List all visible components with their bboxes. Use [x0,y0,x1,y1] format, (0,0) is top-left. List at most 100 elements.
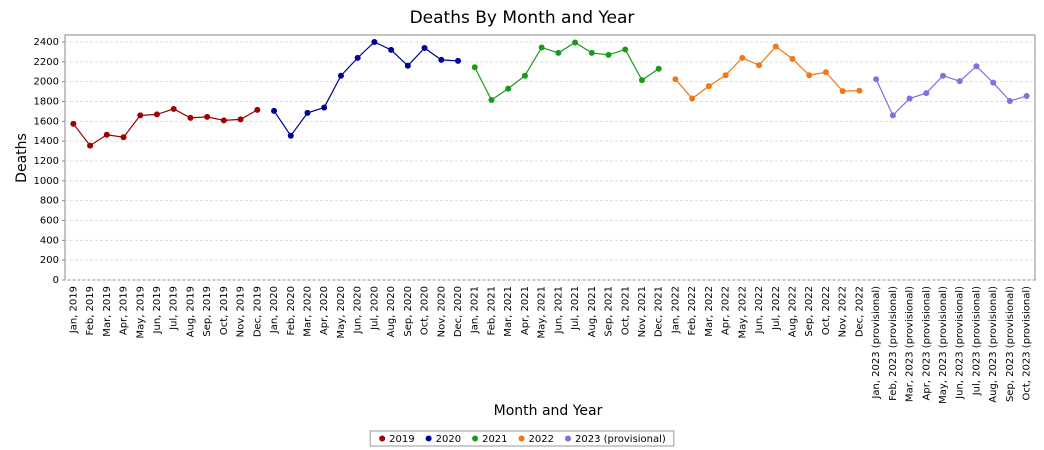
legend: 2019 2020 2021 2022 2023 (provisional) [369,430,675,447]
x-tick-label: Apr, 2020 [319,286,330,335]
data-point [572,39,579,46]
x-tick-label: Sep, 2020 [403,286,414,337]
x-tick-label: May, 2021 [537,286,548,338]
series-line [474,41,660,101]
x-tick-label: May, 2023 (provisional) [938,286,949,404]
x-tick-label: Feb, 2020 [286,286,297,336]
data-point [254,106,261,113]
data-point [789,55,796,62]
x-tick-label: Jun, 2022 [754,286,765,334]
x-tick-label: Oct, 2023 (provisional) [1022,286,1033,401]
chart-title: Deaths By Month and Year [410,8,635,28]
data-point [103,131,110,138]
data-point [605,51,612,58]
x-tick-label: Apr, 2019 [119,286,130,335]
data-point [906,95,913,102]
data-point [521,72,528,79]
data-point [337,72,344,79]
y-tick-label: 800 [40,196,59,207]
x-tick-label: Apr, 2022 [721,286,732,335]
data-point [588,49,595,56]
x-tick-label: Dec, 2020 [453,286,464,337]
data-point [304,109,311,116]
x-tick-label: Jun, 2021 [553,286,564,334]
x-tick-label: Nov, 2022 [838,286,849,337]
y-tick-label: 600 [40,216,59,227]
data-point [806,72,813,79]
data-point [956,78,963,85]
x-tick-label: Jun, 2023 (provisional) [955,286,966,400]
legend-label: 2022 [529,434,554,445]
x-tick-label: Jun, 2019 [152,286,163,334]
data-point [973,63,980,70]
plot-area [64,34,1036,281]
data-point [538,44,545,51]
x-tick-label: Apr, 2023 (provisional) [921,286,932,401]
data-point [655,65,662,72]
data-point [1023,93,1030,100]
data-point [505,85,512,92]
x-tick-label: Sep, 2019 [202,286,213,337]
x-tick-label: Aug, 2019 [185,286,196,337]
x-tick-label: Dec, 2022 [854,286,865,337]
x-tick-label: Jan, 2022 [670,286,681,334]
x-tick-label: Mar, 2023 (provisional) [905,286,916,402]
data-point [421,44,428,51]
x-tick-label: Oct, 2022 [821,286,832,335]
x-tick-label: Jul, 2022 [771,286,782,331]
legend-label: 2023 (provisional) [575,434,666,445]
x-tick-label: Feb, 2019 [85,286,96,336]
x-tick-label: Feb, 2021 [486,286,497,336]
data-point [1006,98,1013,105]
y-tick-label: 0 [53,275,59,286]
data-point [756,62,763,69]
y-tick-label: 2200 [34,57,59,68]
legend-label: 2021 [482,434,507,445]
data-point [354,54,361,61]
x-tick-label: Jan, 2020 [269,286,280,334]
data-point [471,64,478,71]
x-tick-label: Mar, 2022 [704,286,715,337]
x-tick-label: Aug, 2021 [587,286,598,337]
data-point [822,69,829,76]
data-point [137,112,144,119]
data-point [153,111,160,118]
data-point [990,79,997,86]
series-line [674,45,860,100]
data-point [455,57,462,64]
x-tick-label: Jan, 2023 (provisional) [871,286,882,400]
data-point [638,77,645,84]
x-tick-label: Oct, 2020 [420,286,431,335]
data-point [839,88,846,95]
data-point [120,134,127,141]
x-tick-label: Jul, 2020 [369,286,380,331]
y-axis-title: Deaths [14,133,30,183]
legend-marker [564,435,571,442]
data-point [271,107,278,114]
y-tick-label: 200 [40,255,59,266]
data-point [321,104,328,111]
data-point [705,83,712,90]
x-tick-label: Nov, 2021 [637,286,648,337]
data-point [488,97,495,104]
x-tick-label: Aug, 2023 (provisional) [988,286,999,403]
legend-marker [472,435,479,442]
x-tick-label: Jan, 2021 [470,286,481,334]
data-point [404,62,411,69]
x-tick-label: Apr, 2021 [520,286,531,335]
x-tick-label: May, 2020 [336,286,347,338]
legend-marker [425,435,432,442]
x-axis-title: Month and Year [494,403,603,419]
data-point [722,72,729,79]
series-line [273,41,459,137]
data-point [555,49,562,56]
x-tick-label: Oct, 2021 [620,286,631,335]
y-tick-label: 1000 [34,176,59,187]
x-tick-label: Sep, 2021 [604,286,615,337]
y-tick-label: 1400 [34,136,59,147]
x-tick-label: Dec, 2019 [252,286,263,337]
data-point [187,114,194,121]
data-point [220,117,227,124]
y-tick-label: 1800 [34,97,59,108]
